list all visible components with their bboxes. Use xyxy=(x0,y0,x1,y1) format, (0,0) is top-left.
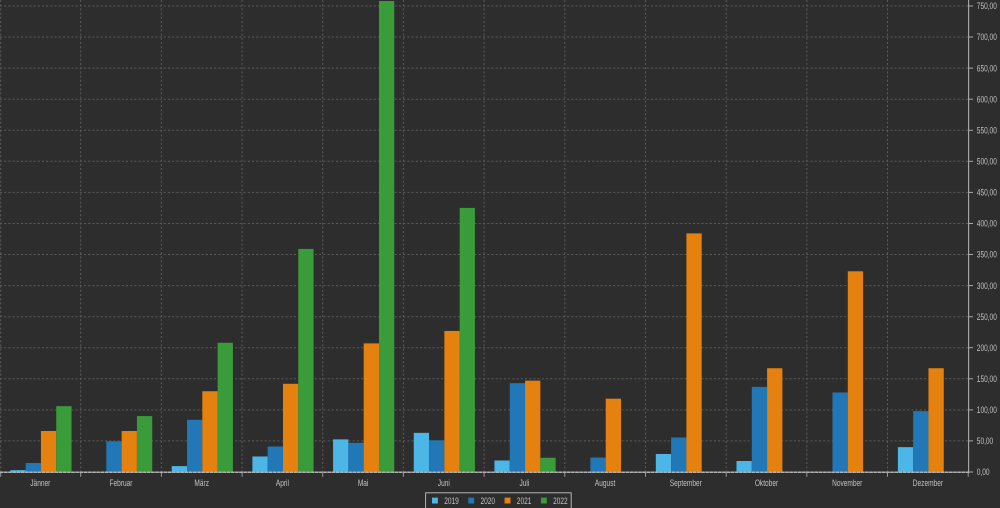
svg-text:700,00: 700,00 xyxy=(977,32,998,42)
svg-text:Juni: Juni xyxy=(438,478,450,488)
svg-text:Mai: Mai xyxy=(358,478,369,488)
svg-text:650,00: 650,00 xyxy=(977,63,998,73)
svg-text:250,00: 250,00 xyxy=(977,312,998,322)
svg-text:2021: 2021 xyxy=(517,496,532,506)
svg-text:100,00: 100,00 xyxy=(977,405,998,415)
svg-text:50,00: 50,00 xyxy=(977,436,994,446)
svg-text:September: September xyxy=(670,478,702,488)
svg-text:0,00: 0,00 xyxy=(977,467,990,477)
svg-text:350,00: 350,00 xyxy=(977,250,998,260)
svg-text:Dezember: Dezember xyxy=(913,478,944,488)
svg-text:2020: 2020 xyxy=(481,496,496,506)
svg-text:April: April xyxy=(276,478,289,488)
svg-text:450,00: 450,00 xyxy=(977,188,998,198)
svg-text:500,00: 500,00 xyxy=(977,157,998,167)
svg-text:Jänner: Jänner xyxy=(30,478,50,488)
svg-text:Februar: Februar xyxy=(110,478,133,488)
svg-text:550,00: 550,00 xyxy=(977,126,998,136)
svg-text:150,00: 150,00 xyxy=(977,374,998,384)
svg-text:750,00: 750,00 xyxy=(977,1,998,11)
svg-text:2022: 2022 xyxy=(553,496,568,506)
svg-text:August: August xyxy=(595,478,616,488)
svg-text:Juli: Juli xyxy=(519,478,529,488)
svg-text:2019: 2019 xyxy=(444,496,459,506)
svg-text:300,00: 300,00 xyxy=(977,281,998,291)
svg-text:200,00: 200,00 xyxy=(977,343,998,353)
svg-text:400,00: 400,00 xyxy=(977,219,998,229)
svg-text:600,00: 600,00 xyxy=(977,94,998,104)
svg-text:März: März xyxy=(194,478,209,488)
svg-text:November: November xyxy=(832,478,863,488)
svg-text:Oktober: Oktober xyxy=(755,478,779,488)
